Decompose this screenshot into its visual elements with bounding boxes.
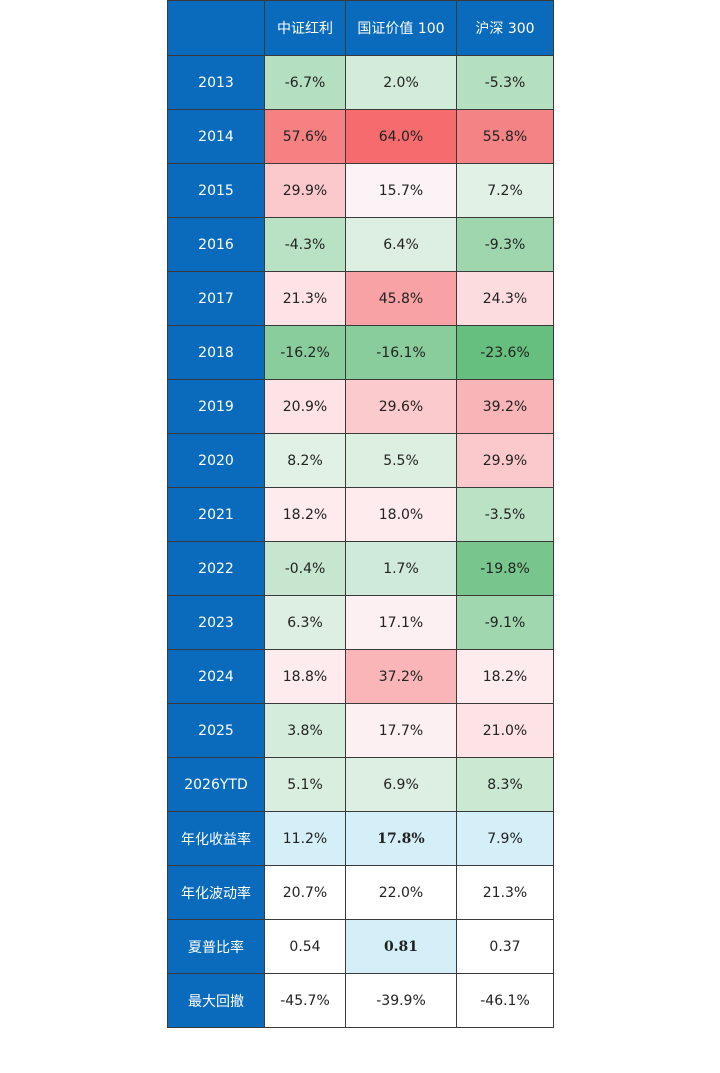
table-row: 年化收益率 11.2% 17.8% 7.9% [167, 811, 554, 866]
table-row: 2024 18.8% 37.2% 18.2% [167, 649, 554, 704]
value-cell: 5.1% [264, 757, 346, 812]
value-cell: 3.8% [264, 703, 346, 758]
value-cell: 64.0% [345, 109, 457, 164]
table-row: 2019 20.9% 29.6% 39.2% [167, 379, 554, 434]
value-cell: 45.8% [345, 271, 457, 326]
column-header-cni-value-100: 国证价值 100 [345, 0, 457, 56]
table-row: 2017 21.3% 45.8% 24.3% [167, 271, 554, 326]
table-row: 2022 -0.4% 1.7% -19.8% [167, 541, 554, 596]
value-cell: 6.4% [345, 217, 457, 272]
value-cell: 21.3% [456, 865, 554, 920]
row-label: 2025 [167, 703, 265, 758]
row-label: 2013 [167, 55, 265, 110]
value-cell: 1.7% [345, 541, 457, 596]
value-cell: 17.8% [345, 811, 457, 866]
table-body: 中证红利 国证价值 100 沪深 300 2013 -6.7% 2.0% -5.3% 2… [167, 0, 554, 1028]
value-cell: -9.1% [456, 595, 554, 650]
column-header-csi-300: 沪深 300 [456, 0, 554, 56]
value-cell: 0.54 [264, 919, 346, 974]
row-label: 2026YTD [167, 757, 265, 812]
row-label: 2023 [167, 595, 265, 650]
value-cell: 0.37 [456, 919, 554, 974]
value-cell: 2.0% [345, 55, 457, 110]
row-label: 2024 [167, 649, 265, 704]
value-cell: 29.9% [264, 163, 346, 218]
value-cell: 57.6% [264, 109, 346, 164]
value-cell: 6.3% [264, 595, 346, 650]
row-label: 2021 [167, 487, 265, 542]
table-row: 2021 18.2% 18.0% -3.5% [167, 487, 554, 542]
row-label: 年化波动率 [167, 865, 265, 920]
row-label: 2022 [167, 541, 265, 596]
table-row: 2013 -6.7% 2.0% -5.3% [167, 55, 554, 110]
column-header-csi-dividend: 中证红利 [264, 0, 346, 56]
value-cell: -9.3% [456, 217, 554, 272]
value-cell: 18.2% [264, 487, 346, 542]
header-row: 中证红利 国证价值 100 沪深 300 [167, 0, 554, 56]
table-row: 2014 57.6% 64.0% 55.8% [167, 109, 554, 164]
value-cell: -6.7% [264, 55, 346, 110]
row-label: 2014 [167, 109, 265, 164]
value-cell: 21.0% [456, 703, 554, 758]
value-cell: -0.4% [264, 541, 346, 596]
row-label: 2018 [167, 325, 265, 380]
table-row: 2016 -4.3% 6.4% -9.3% [167, 217, 554, 272]
value-cell: 20.9% [264, 379, 346, 434]
value-cell: 7.2% [456, 163, 554, 218]
value-cell: 6.9% [345, 757, 457, 812]
value-cell: -3.5% [456, 487, 554, 542]
value-cell: -19.8% [456, 541, 554, 596]
value-cell: 5.5% [345, 433, 457, 488]
row-label: 2020 [167, 433, 265, 488]
row-label: 2016 [167, 217, 265, 272]
value-cell: -4.3% [264, 217, 346, 272]
row-label: 2015 [167, 163, 265, 218]
value-cell: -16.2% [264, 325, 346, 380]
value-cell: -5.3% [456, 55, 554, 110]
value-cell: -39.9% [345, 973, 457, 1028]
value-cell: 39.2% [456, 379, 554, 434]
value-cell: 8.3% [456, 757, 554, 812]
value-cell: 11.2% [264, 811, 346, 866]
table-row: 2025 3.8% 17.7% 21.0% [167, 703, 554, 758]
value-cell: 15.7% [345, 163, 457, 218]
table-row: 2015 29.9% 15.7% 7.2% [167, 163, 554, 218]
table-row: 2026YTD 5.1% 6.9% 8.3% [167, 757, 554, 812]
value-cell: 17.7% [345, 703, 457, 758]
table-row: 夏普比率 0.54 0.81 0.37 [167, 919, 554, 974]
value-cell: -45.7% [264, 973, 346, 1028]
table-row: 最大回撤 -45.7% -39.9% -46.1% [167, 973, 554, 1028]
value-cell: 20.7% [264, 865, 346, 920]
value-cell: 18.0% [345, 487, 457, 542]
value-cell: 18.2% [456, 649, 554, 704]
table-row: 2018 -16.2% -16.1% -23.6% [167, 325, 554, 380]
value-cell: 18.8% [264, 649, 346, 704]
table-row: 2020 8.2% 5.5% 29.9% [167, 433, 554, 488]
row-label: 夏普比率 [167, 919, 265, 974]
value-cell: 0.81 [345, 919, 457, 974]
value-cell: 37.2% [345, 649, 457, 704]
value-cell: 7.9% [456, 811, 554, 866]
value-cell: -46.1% [456, 973, 554, 1028]
value-cell: 29.9% [456, 433, 554, 488]
row-label: 2017 [167, 271, 265, 326]
value-cell: 17.1% [345, 595, 457, 650]
returns-table: 中证红利 国证价值 100 沪深 300 2013 -6.7% 2.0% -5.3% 2… [167, 0, 554, 1028]
value-cell: 29.6% [345, 379, 457, 434]
value-cell: 21.3% [264, 271, 346, 326]
corner-header-cell [167, 0, 265, 56]
value-cell: -16.1% [345, 325, 457, 380]
table-row: 年化波动率 20.7% 22.0% 21.3% [167, 865, 554, 920]
value-cell: -23.6% [456, 325, 554, 380]
row-label: 2019 [167, 379, 265, 434]
value-cell: 24.3% [456, 271, 554, 326]
row-label: 年化收益率 [167, 811, 265, 866]
table-row: 2023 6.3% 17.1% -9.1% [167, 595, 554, 650]
value-cell: 8.2% [264, 433, 346, 488]
row-label: 最大回撤 [167, 973, 265, 1028]
value-cell: 55.8% [456, 109, 554, 164]
value-cell: 22.0% [345, 865, 457, 920]
